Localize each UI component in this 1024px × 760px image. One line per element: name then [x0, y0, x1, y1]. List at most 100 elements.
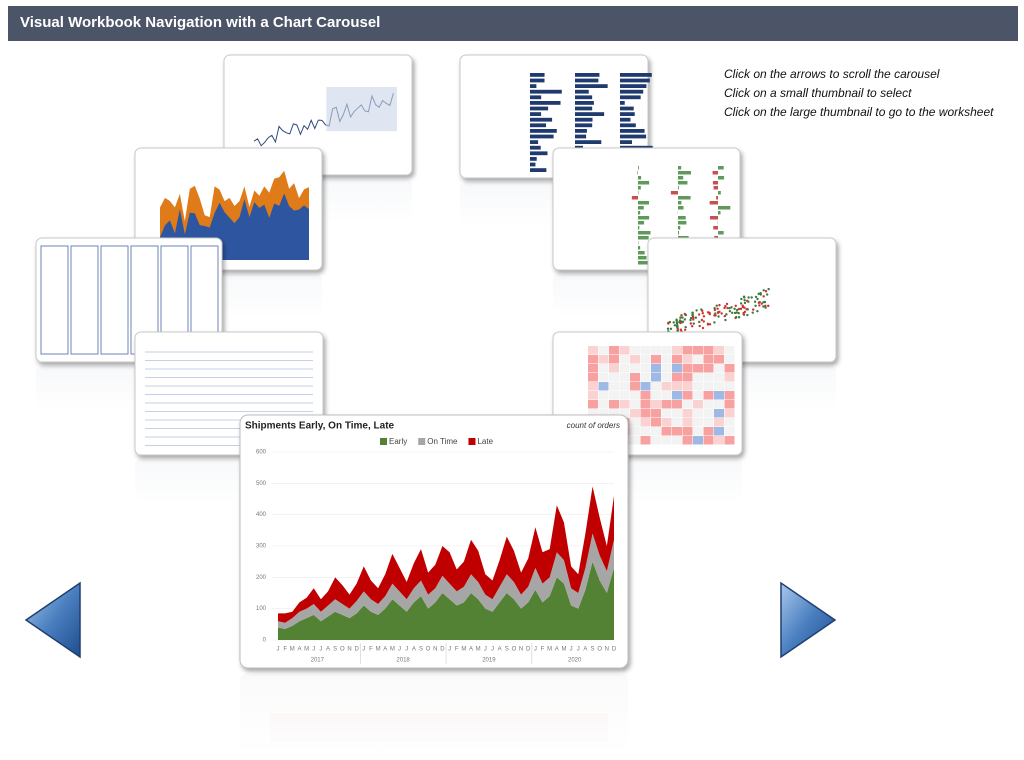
y-tick-label: 300	[256, 544, 267, 550]
thumb-bar	[530, 129, 557, 133]
thumb-bar	[530, 123, 547, 128]
thumb-bar	[530, 162, 536, 167]
x-tick-label: N	[347, 647, 351, 653]
thumb-cell	[661, 364, 672, 373]
thumb-cell	[682, 346, 693, 355]
thumb-point	[733, 307, 736, 311]
thumb-point	[742, 313, 745, 316]
thumb-bar	[638, 211, 641, 215]
thumb-point	[733, 311, 737, 315]
arrow-right[interactable]	[780, 581, 837, 659]
x-tick-label: J	[398, 647, 401, 653]
thumb-cell	[661, 391, 672, 400]
thumb-bar	[638, 176, 642, 180]
thumb-bar	[678, 176, 684, 180]
x-tick-label: J	[277, 647, 280, 653]
thumb-bar	[638, 221, 645, 225]
thumb-cell	[693, 391, 703, 400]
thumb-point	[728, 307, 731, 310]
thumb-bar	[638, 246, 641, 250]
thumb-bar	[718, 176, 725, 180]
thumb-cell	[724, 382, 735, 391]
thumb-point	[692, 322, 695, 325]
thumb-point	[737, 311, 740, 315]
thumb-point	[695, 309, 698, 312]
thumb-cell	[703, 400, 714, 409]
legend-label: On Time	[427, 437, 458, 446]
x-tick-label: A	[412, 647, 416, 653]
thumb-bar	[713, 226, 718, 230]
year-label: 2019	[482, 658, 496, 664]
thumb-point	[697, 313, 701, 316]
x-tick-label: J	[570, 647, 573, 653]
thumb-cell	[609, 346, 619, 355]
thumb-cell	[693, 382, 703, 391]
thumb-bar	[530, 117, 553, 122]
thumb-point	[713, 306, 716, 310]
thumb-cell	[693, 436, 703, 445]
thumb-cell	[630, 427, 640, 436]
x-tick-label: O	[340, 647, 345, 653]
thumb-point	[679, 316, 682, 319]
thumb-point	[683, 318, 687, 321]
thumb-cell	[693, 418, 703, 427]
thumb-bar	[620, 140, 633, 144]
thumb-cell	[682, 400, 693, 409]
thumb-point	[691, 316, 695, 319]
x-tick-label: M	[461, 647, 466, 653]
thumb-cell	[630, 346, 640, 355]
thumb-point	[757, 301, 761, 305]
thumb-point	[746, 308, 749, 311]
thumb-cell	[682, 373, 693, 382]
x-tick-label: D	[354, 647, 359, 653]
thumb-cell	[609, 400, 619, 409]
thumb-bar	[678, 196, 691, 200]
thumb-point	[737, 307, 741, 311]
thumb-cell	[609, 382, 619, 391]
thumb-cell	[714, 346, 724, 355]
thumb-cell	[661, 400, 672, 409]
thumb-bar	[620, 117, 631, 122]
area-series	[278, 561, 614, 640]
y-tick-label: 100	[256, 606, 267, 612]
x-tick-label: M	[304, 647, 309, 653]
thumb-point	[739, 302, 743, 305]
thumb-bar	[709, 216, 718, 220]
x-tick-label: F	[283, 647, 287, 653]
thumb-bar	[678, 181, 688, 185]
thumb-cell	[672, 409, 682, 418]
thumb-bar	[713, 186, 718, 190]
thumb-bar	[620, 78, 650, 83]
thumb-bar	[638, 216, 650, 220]
thumb-point	[667, 322, 670, 325]
thumb-cell	[640, 355, 651, 364]
thumb-bar	[575, 123, 593, 128]
thumb-bar	[530, 78, 545, 83]
thumb-bar	[575, 95, 593, 100]
thumb-point	[765, 293, 769, 296]
thumb-cell	[661, 355, 672, 364]
arrow-left[interactable]	[24, 581, 81, 659]
thumb-cell	[724, 373, 735, 382]
thumb-cell	[598, 355, 609, 364]
thumb-point	[714, 312, 717, 315]
thumb-cell	[724, 436, 735, 445]
thumb-point	[689, 316, 693, 320]
thumb-kpi	[40, 245, 69, 355]
thumb-bar	[638, 181, 650, 185]
thumb-bar	[575, 101, 594, 105]
thumb-bar	[638, 231, 651, 235]
main-thumbnail[interactable]: Shipments Early, On Time, Late count of o…	[238, 414, 630, 756]
thumb-cell	[651, 346, 661, 355]
x-tick-label: S	[505, 647, 509, 653]
thumb-bar	[530, 168, 547, 172]
thumb-point	[747, 296, 750, 299]
thumb-bar	[575, 140, 602, 144]
thumb-cell	[640, 346, 651, 355]
x-tick-label: J	[319, 647, 322, 653]
thumb-cell	[724, 391, 735, 400]
thumb-cell	[682, 391, 693, 400]
thumb-point	[723, 314, 727, 318]
thumb-bar	[678, 186, 679, 190]
thumb-bar	[530, 134, 554, 139]
